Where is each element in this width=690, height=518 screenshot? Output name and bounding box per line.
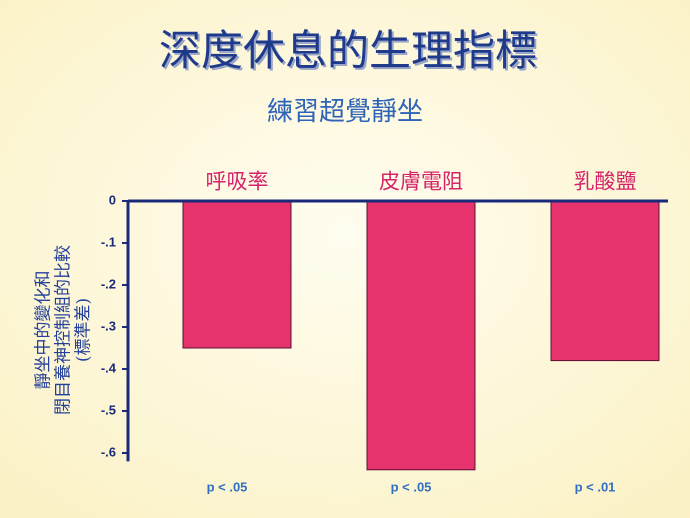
bar <box>182 200 292 349</box>
bar <box>366 200 476 471</box>
y-tick-label: -.6 <box>101 444 116 459</box>
bar <box>550 200 660 362</box>
category-label: 皮膚電阻 <box>379 170 463 194</box>
p-value: p < .05 <box>391 479 432 494</box>
y-tick-label: -.4 <box>101 360 117 375</box>
y-tick-label: -.2 <box>101 276 116 291</box>
y-tick-label: -.1 <box>101 234 116 249</box>
y-tick-label: -.3 <box>101 318 116 333</box>
chart-subtitle: 練習超覺靜坐 <box>267 97 423 127</box>
y-label-line: (標準差) <box>74 298 94 362</box>
y-tick-label: -.5 <box>101 402 116 417</box>
title-shadow: 深度休息的生理指標 <box>161 28 539 77</box>
y-label-line: 靜坐中的變化和 <box>34 271 54 390</box>
p-value: p < .01 <box>575 479 616 494</box>
category-label: 呼吸率 <box>206 170 269 194</box>
y-tick-label: 0 <box>109 192 116 207</box>
category-label: 乳酸鹽 <box>574 170 637 194</box>
y-label-line: 閉目養神控制組的比較 <box>54 245 74 415</box>
y-axis-label: 靜坐中的變化和 閉目養神控制組的比較 (標準差) <box>34 245 94 415</box>
chart-title: 深度休息的生理指標 <box>159 26 537 75</box>
p-value: p < .05 <box>207 479 248 494</box>
